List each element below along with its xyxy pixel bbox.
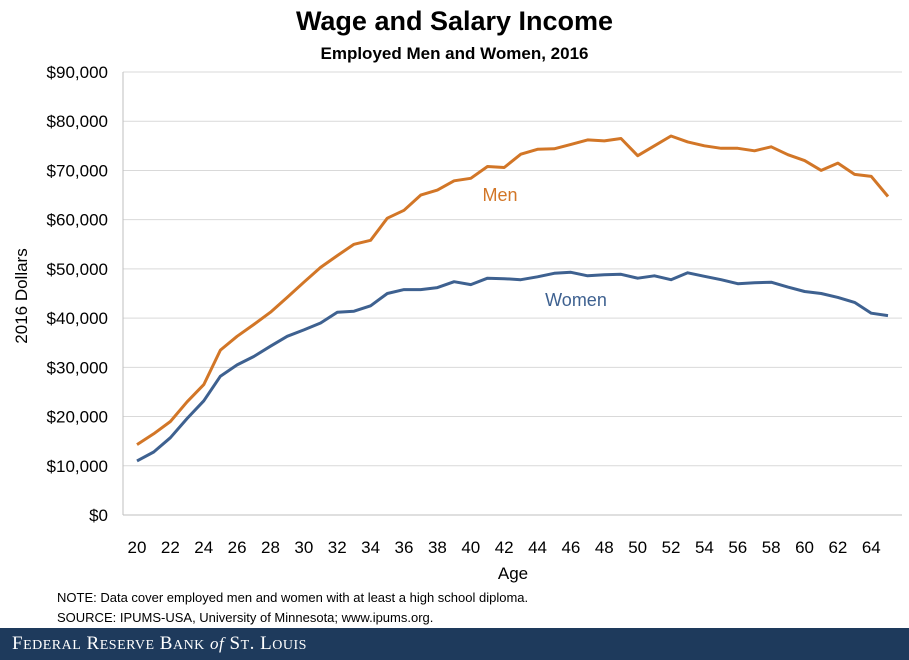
series-label-women: Women	[545, 290, 607, 310]
x-tick-label: 26	[228, 538, 247, 557]
x-axis-title: Age	[498, 564, 528, 583]
x-tick-label: 20	[128, 538, 147, 557]
x-tick-label: 24	[194, 538, 213, 557]
y-tick-label: $0	[89, 506, 108, 525]
x-tick-label: 48	[595, 538, 614, 557]
x-tick-label: 34	[361, 538, 380, 557]
line-chart: $0 $10,000 $20,000 $30,000 $40,000 $50,000 $60…	[12, 63, 902, 583]
series-label-men: Men	[482, 185, 517, 205]
x-tick-label: 32	[328, 538, 347, 557]
y-tick-label: $20,000	[47, 408, 108, 427]
x-tick-label: 44	[528, 538, 547, 557]
y-tick-label: $50,000	[47, 260, 108, 279]
x-tick-label: 62	[828, 538, 847, 557]
y-tick-label: $10,000	[47, 457, 108, 476]
chart-title: Wage and Salary Income	[295, 6, 614, 36]
x-tick-label: 36	[395, 538, 414, 557]
x-tick-label: 28	[261, 538, 280, 557]
y-tick-label: $90,000	[47, 63, 108, 82]
x-tick-label: 52	[662, 538, 681, 557]
y-tick-label: $70,000	[47, 161, 108, 180]
y-tick-label: $80,000	[47, 112, 108, 131]
note-text: NOTE: Data cover employed men and women …	[57, 590, 529, 605]
y-tick-label: $30,000	[47, 358, 108, 377]
x-tick-label: 30	[294, 538, 313, 557]
x-tick-label: 56	[728, 538, 747, 557]
x-tick-label: 50	[628, 538, 647, 557]
x-tick-label: 54	[695, 538, 714, 557]
x-tick-label: 40	[461, 538, 480, 557]
y-tick-label: $40,000	[47, 309, 108, 328]
x-tick-label: 42	[495, 538, 514, 557]
series-line-women	[136, 270, 889, 463]
x-tick-label: 58	[762, 538, 781, 557]
y-tick-label: $60,000	[47, 211, 108, 230]
y-axis-title: 2016 Dollars	[12, 248, 31, 343]
footer-logo-text: FEDERAL RESERVE BANK of ST. LOUIS	[12, 633, 307, 654]
chart-subtitle: Employed Men and Women, 2016	[320, 44, 589, 63]
x-tick-label: 60	[795, 538, 814, 557]
footer-banner: FEDERAL RESERVE BANK of ST. LOUIS	[0, 628, 909, 660]
x-tick-label: 22	[161, 538, 180, 557]
series-line-men	[136, 134, 890, 446]
source-text: SOURCE: IPUMS-USA, University of Minneso…	[57, 610, 434, 625]
x-tick-label: 38	[428, 538, 447, 557]
x-tick-label: 46	[561, 538, 580, 557]
x-tick-label: 64	[862, 538, 881, 557]
